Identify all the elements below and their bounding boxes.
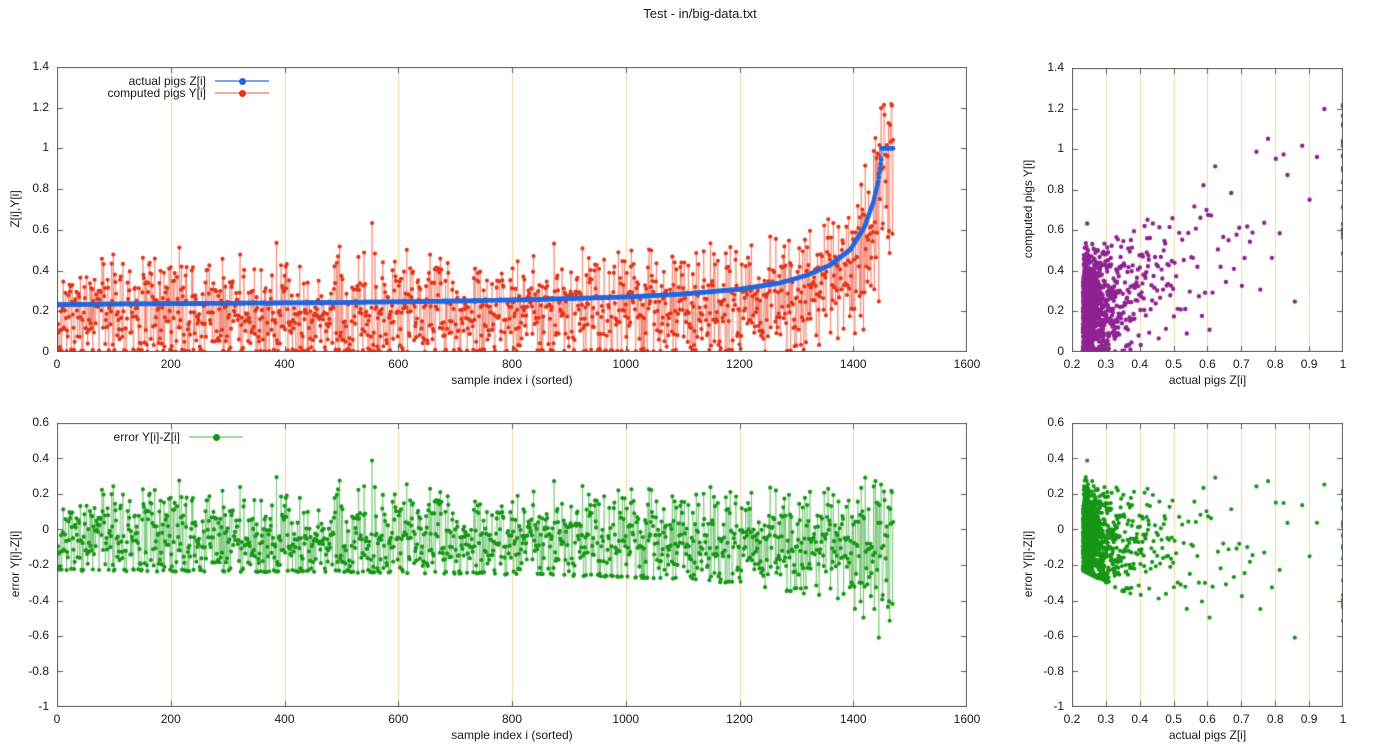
x-tick-label: 1000 xyxy=(612,712,640,726)
plot-error-vs-actual-scatter-canvas xyxy=(1072,423,1343,707)
y-tick-label: 1.4 xyxy=(1047,60,1064,74)
legend-item-computed-pigs: computed pigs Y[i] xyxy=(56,86,269,100)
y-tick-label: 0.2 xyxy=(1047,486,1064,500)
x-tick-label: 0.7 xyxy=(1233,357,1250,371)
x-tick-label: 200 xyxy=(160,357,181,371)
x-tick-label: 0.2 xyxy=(1063,357,1081,371)
y-tick-label: -0.8 xyxy=(1043,663,1064,678)
y-tick-label: -1 xyxy=(38,699,49,713)
axis-label-x-top-left: sample index i (sorted) xyxy=(451,373,573,387)
x-tick-label: 0.2 xyxy=(1063,712,1081,726)
y-tick-label: 0 xyxy=(1057,521,1064,536)
y-tick-label: -0.4 xyxy=(1043,592,1064,607)
legend-label-actual-pigs: actual pigs Z[i] xyxy=(128,74,206,88)
y-tick-label: 0.8 xyxy=(1047,181,1064,196)
y-tick-label: -0.2 xyxy=(28,557,49,571)
legend-sample-red-line-icon xyxy=(215,88,269,98)
x-tick-label: 0.5 xyxy=(1165,712,1182,726)
axis-label-x-bottom-left: sample index i (sorted) xyxy=(451,728,573,742)
legend-item-actual-pigs: actual pigs Z[i] xyxy=(56,74,269,88)
y-tick-label: 0.6 xyxy=(1047,222,1064,237)
legend-item-error: error Y[i]-Z[i] xyxy=(30,430,243,444)
x-tick-label: 0.3 xyxy=(1097,712,1115,726)
x-tick-label: 0.4 xyxy=(1131,357,1149,371)
legend-label-computed-pigs: computed pigs Y[i] xyxy=(107,86,206,100)
y-tick-label: 1 xyxy=(42,140,49,155)
y-tick-label: -0.6 xyxy=(1043,628,1064,642)
x-tick-label: 0.3 xyxy=(1097,357,1115,371)
axis-label-y-top-left: Z[i],Y[i] xyxy=(8,190,22,228)
y-tick-label: 0.4 xyxy=(1047,262,1064,277)
x-tick-label: 800 xyxy=(501,712,523,726)
x-tick-label: 1000 xyxy=(612,357,640,371)
x-tick-label: 0.8 xyxy=(1266,712,1284,726)
x-tick-label: 1200 xyxy=(726,357,753,371)
x-tick-label: 600 xyxy=(388,712,409,726)
y-tick-label: 1.4 xyxy=(32,59,49,73)
x-tick-label: 0.9 xyxy=(1300,357,1318,371)
x-tick-label: 0.5 xyxy=(1165,357,1182,371)
y-tick-label: 0.6 xyxy=(1047,415,1064,429)
y-tick-label: 0.2 xyxy=(32,303,49,318)
y-tick-label: 0.4 xyxy=(32,262,49,277)
x-tick-label: 1600 xyxy=(953,712,981,726)
legend-top-left: actual pigs Z[i] computed pigs Y[i] xyxy=(56,74,269,100)
x-tick-label: 400 xyxy=(274,357,295,371)
x-tick-label: 800 xyxy=(501,357,523,371)
y-tick-label: 0.6 xyxy=(32,221,49,236)
x-tick-label: 0 xyxy=(53,712,61,726)
plot-computed-vs-actual-scatter-canvas xyxy=(1072,68,1343,352)
x-tick-label: 0.9 xyxy=(1300,712,1318,726)
axis-label-y-top-right: computed pigs Y[i] xyxy=(1021,159,1035,259)
x-tick-label: 0 xyxy=(53,357,61,371)
x-tick-label: 1 xyxy=(1339,712,1347,726)
axis-label-x-top-right: actual pigs Z[i] xyxy=(1168,373,1247,387)
y-tick-label: 1 xyxy=(1057,141,1064,156)
x-tick-label: 1 xyxy=(1339,357,1347,371)
y-tick-label: 0.4 xyxy=(32,450,49,465)
x-tick-label: 1400 xyxy=(839,357,867,371)
x-tick-label: 0.7 xyxy=(1233,712,1250,726)
y-tick-label: -0.6 xyxy=(28,628,49,642)
y-tick-label: 1.2 xyxy=(1047,100,1064,115)
legend-bottom-left: error Y[i]-Z[i] xyxy=(30,430,243,444)
y-tick-label: 0.2 xyxy=(32,486,49,500)
x-tick-label: 600 xyxy=(388,357,409,371)
x-tick-label: 1600 xyxy=(953,357,981,371)
y-tick-label: 0.6 xyxy=(32,415,49,429)
x-tick-label: 0.4 xyxy=(1131,712,1149,726)
y-tick-label: 0 xyxy=(1057,344,1064,358)
plot-error-canvas xyxy=(57,423,967,707)
y-tick-label: 1.2 xyxy=(32,99,49,114)
x-tick-label: 0.8 xyxy=(1266,357,1284,371)
x-tick-label: 1200 xyxy=(726,712,753,726)
legend-label-error: error Y[i]-Z[i] xyxy=(113,430,180,444)
legend-sample-green-line-icon xyxy=(189,432,243,442)
y-tick-label: 0 xyxy=(42,344,49,358)
chart-title: Test - in/big-data.txt xyxy=(643,6,757,21)
y-tick-label: -0.8 xyxy=(28,663,49,678)
y-tick-label: 0.2 xyxy=(1047,303,1064,318)
x-tick-label: 200 xyxy=(160,712,181,726)
y-tick-label: -1 xyxy=(1053,699,1064,713)
x-tick-label: 0.6 xyxy=(1199,712,1216,726)
x-tick-label: 1400 xyxy=(839,712,867,726)
y-tick-label: 0.4 xyxy=(1047,450,1064,465)
y-tick-label: -0.2 xyxy=(1043,557,1064,571)
y-tick-label: 0.8 xyxy=(32,181,49,196)
y-tick-label: -0.4 xyxy=(28,592,49,607)
x-tick-label: 400 xyxy=(274,712,295,726)
legend-sample-blue-line-icon xyxy=(215,76,269,86)
plot-actual-computed-canvas xyxy=(57,67,967,352)
x-tick-label: 0.6 xyxy=(1199,357,1216,371)
axis-label-x-bottom-right: actual pigs Z[i] xyxy=(1168,728,1247,742)
y-tick-label: 0 xyxy=(42,521,49,536)
